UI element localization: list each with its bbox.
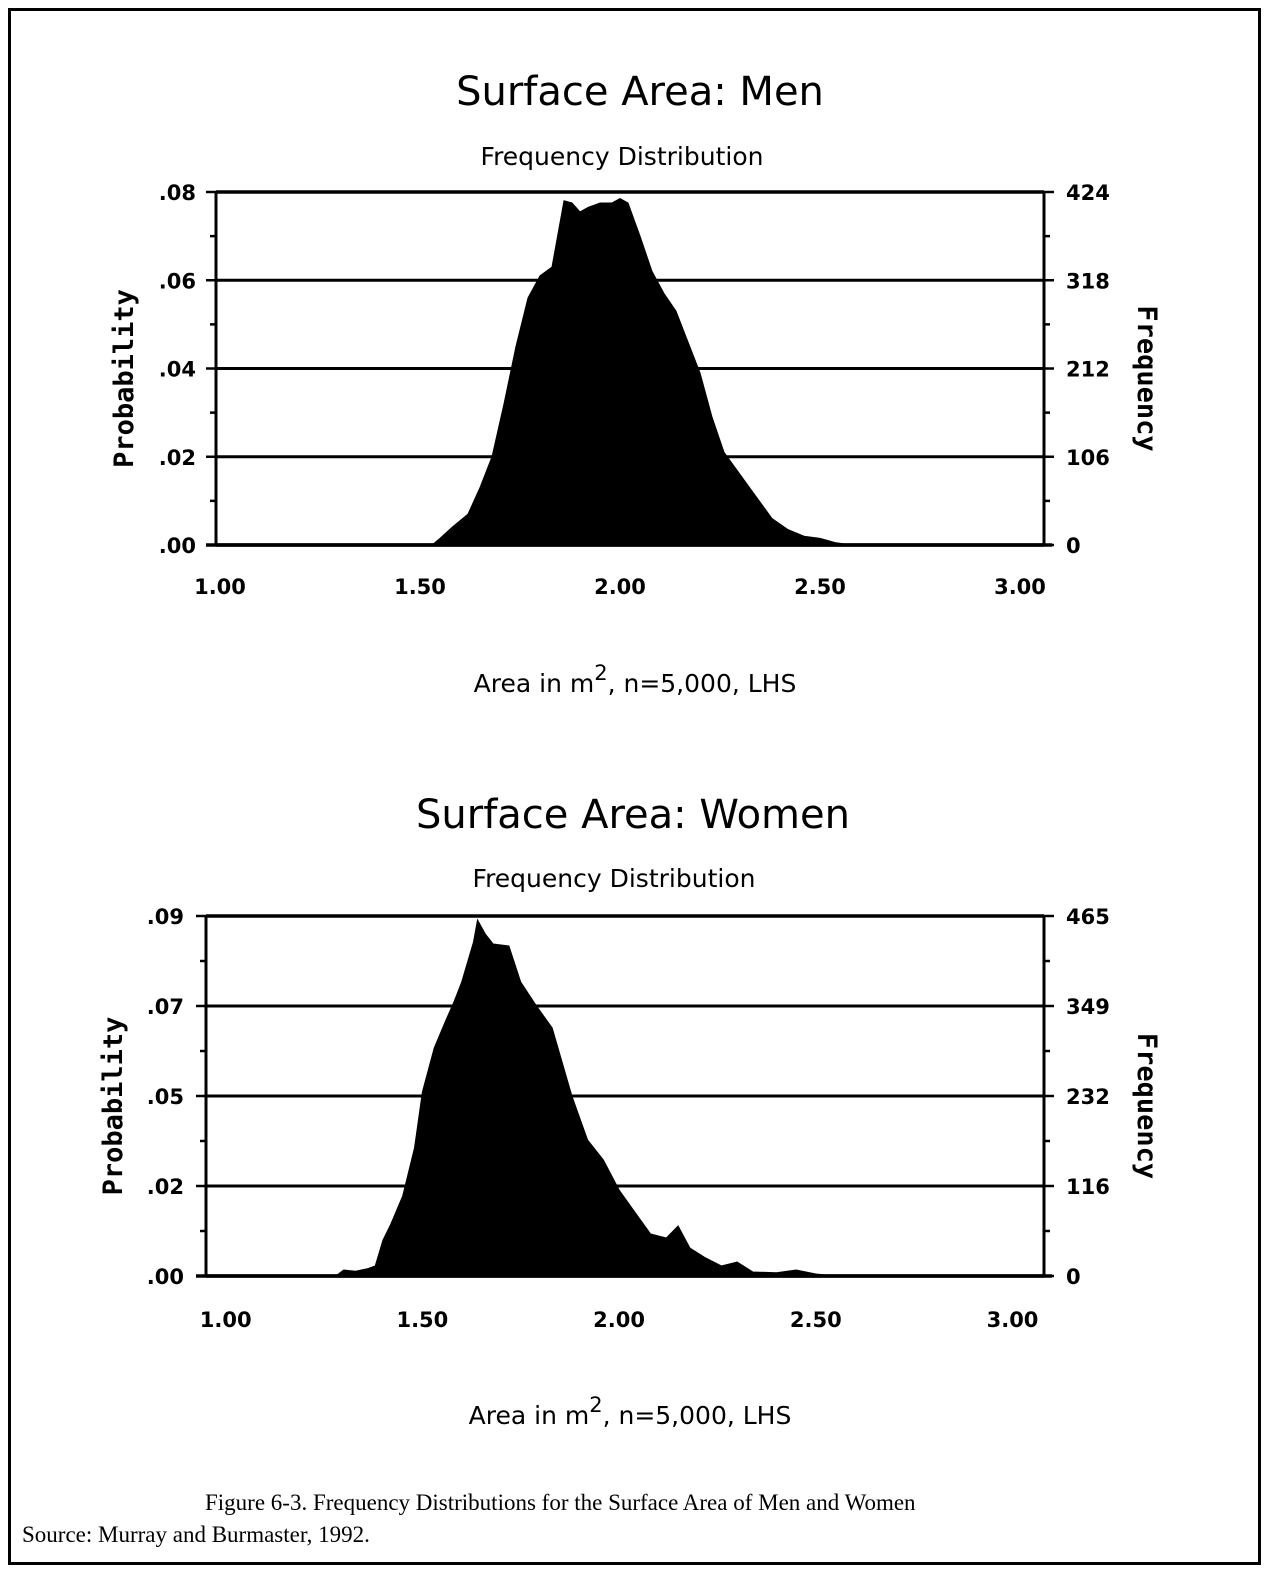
- x-tick-label: 1.00: [194, 575, 246, 599]
- y-tick-label-right: 232: [1066, 1085, 1110, 1109]
- y-tick-label-left: .02: [159, 446, 196, 470]
- y-tick-label-left: .08: [159, 181, 196, 205]
- y-tick-label-left: .02: [147, 1175, 184, 1199]
- y-tick-label-right: 349: [1066, 995, 1110, 1019]
- chart-men: Surface Area: Men Frequency Distribution.…: [109, 69, 1162, 698]
- y-tick-label-left: .09: [147, 905, 184, 929]
- y-tick-label-left: .05: [147, 1085, 184, 1109]
- figure-source: Source: Murray and Burmaster, 1992.: [22, 1522, 370, 1547]
- y-tick-label-left: .04: [159, 358, 196, 382]
- chart-subtitle: Frequency Distribution: [481, 142, 764, 171]
- y-axis-label-right: Frequency: [1131, 305, 1162, 451]
- x-axis-label: Area in m2, n=5,000, LHS: [469, 1393, 792, 1430]
- y-tick-label-left: .00: [147, 1265, 184, 1289]
- x-tick-label: 2.50: [790, 1308, 842, 1332]
- y-tick-label-left: .07: [147, 995, 184, 1019]
- y-tick-label-right: 116: [1066, 1175, 1110, 1199]
- figure-caption: Figure 6-3. Frequency Distributions for …: [205, 1490, 916, 1515]
- x-tick-label: 3.00: [994, 575, 1046, 599]
- distribution-area: [430, 198, 853, 546]
- x-axis-label: Area in m2, n=5,000, LHS: [474, 661, 797, 698]
- y-axis-label-right: Frequency: [1131, 1033, 1162, 1179]
- y-tick-label-right: 424: [1066, 181, 1110, 205]
- y-tick-label-right: 0: [1066, 534, 1081, 558]
- x-tick-label: 3.00: [987, 1308, 1039, 1332]
- x-tick-label: 1.50: [394, 575, 446, 599]
- x-tick-label: 1.50: [396, 1308, 448, 1332]
- figure-frame: [8, 8, 1261, 1565]
- y-tick-label-right: 318: [1066, 269, 1110, 293]
- x-tick-label: 2.00: [594, 575, 646, 599]
- distribution-area: [334, 918, 836, 1277]
- chart-women: Surface Area: Women Frequency Distributio…: [98, 792, 1162, 1430]
- x-tick-label: 2.00: [593, 1308, 645, 1332]
- y-tick-label-right: 465: [1066, 905, 1110, 929]
- y-tick-label-left: .06: [159, 269, 196, 293]
- chart-subtitle: Frequency Distribution: [473, 864, 756, 893]
- y-tick-label-right: 106: [1066, 446, 1110, 470]
- y-axis-label-left: Probability: [109, 289, 140, 468]
- x-tick-label: 2.50: [794, 575, 846, 599]
- chart-title: Surface Area: Women: [416, 792, 850, 838]
- x-tick-label: 1.00: [200, 1308, 252, 1332]
- chart-title: Surface Area: Men: [456, 69, 824, 115]
- y-axis-label-left: Probability: [98, 1017, 129, 1196]
- y-tick-label-right: 212: [1066, 358, 1110, 382]
- y-tick-label-left: .00: [159, 534, 196, 558]
- y-tick-label-right: 0: [1066, 1265, 1081, 1289]
